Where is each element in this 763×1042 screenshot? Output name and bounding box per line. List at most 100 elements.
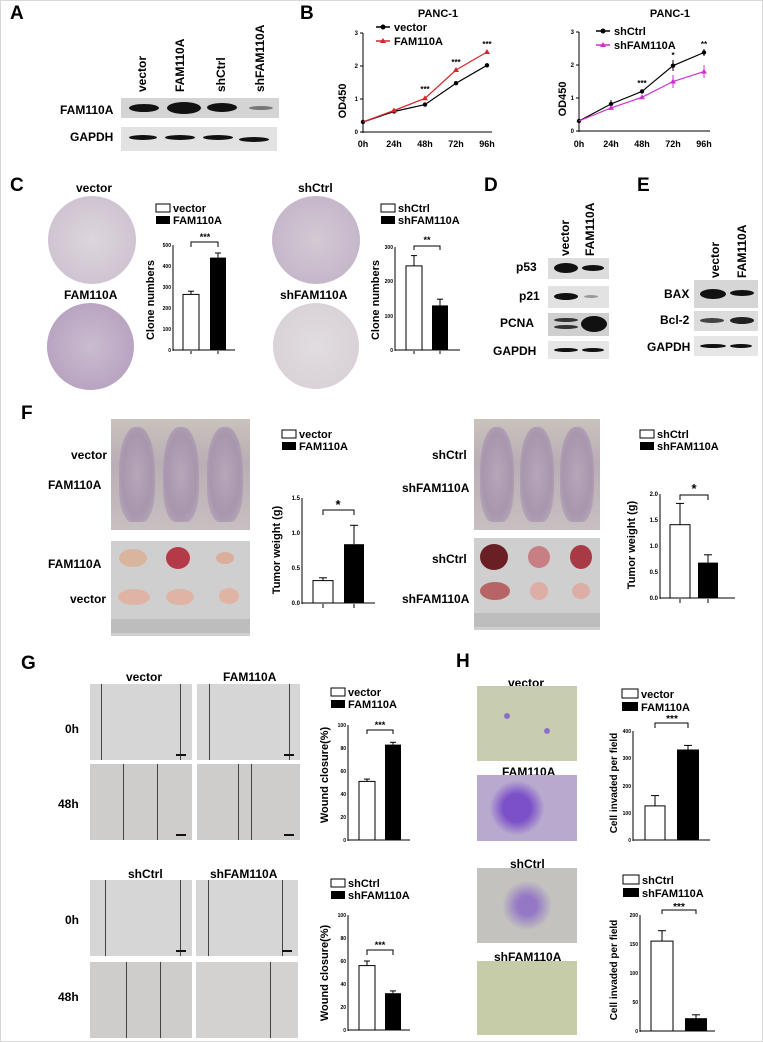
svg-text:***: *** bbox=[673, 902, 685, 913]
mice-photo-knockdown bbox=[474, 419, 600, 530]
svg-text:***: *** bbox=[200, 232, 211, 242]
dish-label: vector bbox=[76, 181, 113, 195]
growth-curve-knockdown: PANC-1 shCtrl shFAM110A OD450 0 1 2 3 0h… bbox=[557, 8, 712, 149]
svg-text:***: *** bbox=[451, 58, 461, 67]
svg-text:2: 2 bbox=[571, 63, 575, 69]
tumor-photo-knockdown bbox=[474, 538, 600, 630]
svg-text:1.5: 1.5 bbox=[650, 518, 659, 524]
svg-text:1: 1 bbox=[355, 97, 359, 103]
ruler bbox=[474, 613, 600, 627]
panel-letter-a: A bbox=[10, 3, 24, 24]
column-label: shFAM110A bbox=[210, 867, 278, 881]
mice-label: vector bbox=[71, 448, 108, 462]
svg-text:shCtrl: shCtrl bbox=[642, 875, 674, 887]
svg-text:PANC-1: PANC-1 bbox=[418, 8, 458, 20]
svg-text:24h: 24h bbox=[603, 139, 619, 149]
blot-row-label: GAPDH bbox=[647, 340, 691, 354]
column-label: vector bbox=[126, 670, 163, 684]
svg-text:400: 400 bbox=[163, 264, 172, 270]
svg-text:1.0: 1.0 bbox=[650, 544, 659, 550]
mice-photo-overexpression bbox=[111, 419, 250, 530]
column-label: shCtrl bbox=[128, 867, 163, 881]
svg-text:200: 200 bbox=[385, 279, 394, 285]
blot-row-label: PCNA bbox=[500, 316, 535, 330]
western-blot-bax bbox=[694, 280, 758, 308]
svg-text:100: 100 bbox=[338, 723, 347, 729]
lane-label: vector bbox=[135, 55, 149, 92]
invasion-image-fam110a bbox=[477, 775, 577, 841]
svg-text:PANC-1: PANC-1 bbox=[650, 8, 690, 20]
time-label: 0h bbox=[65, 722, 80, 736]
column-label: FAM110A bbox=[223, 670, 277, 684]
wound-image-vector-48h bbox=[90, 764, 192, 840]
svg-text:Tumor weight (g): Tumor weight (g) bbox=[271, 505, 283, 594]
svg-text:FAM110A: FAM110A bbox=[641, 702, 690, 714]
western-blot-p53 bbox=[548, 258, 609, 279]
image-label: shCtrl bbox=[510, 857, 545, 871]
svg-text:Tumor weight (g): Tumor weight (g) bbox=[626, 500, 638, 589]
svg-text:FAM110A: FAM110A bbox=[173, 215, 222, 227]
svg-text:shFAM110A: shFAM110A bbox=[657, 441, 719, 453]
svg-text:0.0: 0.0 bbox=[292, 601, 301, 607]
dish-label: shFAM110A bbox=[280, 288, 348, 302]
wound-image-fam110a-48h bbox=[197, 764, 300, 840]
svg-text:24h: 24h bbox=[386, 139, 402, 149]
svg-text:72h: 72h bbox=[665, 139, 681, 149]
svg-text:200: 200 bbox=[630, 913, 639, 919]
svg-text:96h: 96h bbox=[479, 139, 495, 149]
wound-closure-chart-overexpression: vector FAM110A Wound closure(%) 0 20 40 … bbox=[319, 687, 410, 844]
svg-text:Clone numbers: Clone numbers bbox=[145, 260, 157, 340]
svg-text:300: 300 bbox=[385, 245, 394, 251]
svg-text:***: *** bbox=[666, 714, 678, 725]
svg-text:200: 200 bbox=[623, 784, 632, 790]
svg-text:100: 100 bbox=[163, 327, 172, 333]
svg-text:100: 100 bbox=[630, 971, 639, 977]
panel-letter-f: F bbox=[21, 403, 33, 424]
svg-text:***: *** bbox=[420, 85, 430, 94]
svg-text:OD450: OD450 bbox=[337, 84, 349, 119]
blot-row-label: p53 bbox=[516, 260, 537, 274]
blot-row-label: BAX bbox=[664, 287, 690, 301]
svg-text:Wound closure(%): Wound closure(%) bbox=[319, 924, 331, 1021]
blot-row-label: p21 bbox=[519, 289, 540, 303]
svg-text:***: *** bbox=[375, 940, 386, 950]
dish-label: shCtrl bbox=[298, 181, 333, 195]
svg-text:400: 400 bbox=[623, 729, 632, 735]
svg-text:shCtrl: shCtrl bbox=[348, 878, 380, 890]
svg-text:3: 3 bbox=[571, 30, 575, 36]
western-blot-fam110a bbox=[121, 98, 279, 118]
blot-row-label: FAM110A bbox=[60, 103, 114, 117]
invasion-chart-knockdown: shCtrl shFAM110A Cell invaded per field … bbox=[609, 874, 715, 1035]
lane-label: FAM110A bbox=[173, 38, 187, 92]
svg-text:shCtrl: shCtrl bbox=[614, 26, 646, 38]
svg-text:FAM110A: FAM110A bbox=[348, 699, 397, 711]
dish-label: FAM110A bbox=[64, 288, 118, 302]
svg-text:0: 0 bbox=[390, 348, 393, 354]
svg-text:96h: 96h bbox=[696, 139, 712, 149]
lane-label: vector bbox=[558, 219, 572, 256]
svg-text:***: *** bbox=[482, 40, 492, 49]
panel-letter-g: G bbox=[21, 653, 36, 674]
svg-text:100: 100 bbox=[338, 913, 347, 919]
svg-text:0: 0 bbox=[343, 1028, 346, 1034]
svg-text:shCtrl: shCtrl bbox=[398, 203, 430, 215]
svg-text:300: 300 bbox=[163, 285, 172, 291]
svg-text:60: 60 bbox=[340, 769, 346, 775]
svg-text:vector: vector bbox=[394, 22, 428, 34]
western-blot-p21 bbox=[548, 286, 609, 308]
western-blot-pcna bbox=[548, 313, 609, 336]
lane-label: FAM110A bbox=[583, 202, 597, 256]
svg-text:Cell invaded per field: Cell invaded per field bbox=[609, 920, 620, 1021]
wound-closure-chart-knockdown: shCtrl shFAM110A Wound closure(%) 0 20 4… bbox=[319, 878, 410, 1034]
svg-text:Clone numbers: Clone numbers bbox=[370, 260, 382, 340]
mice-label: shFAM110A bbox=[402, 481, 470, 495]
svg-text:2.0: 2.0 bbox=[650, 492, 659, 498]
clone-chart-knockdown: shCtrl shFAM110A Clone numbers 0 100 200… bbox=[370, 203, 460, 354]
blot-row-label: GAPDH bbox=[70, 130, 114, 144]
svg-text:100: 100 bbox=[385, 314, 394, 320]
time-label: 0h bbox=[65, 913, 80, 927]
svg-text:300: 300 bbox=[623, 756, 632, 762]
tumor-photo-overexpression bbox=[111, 541, 250, 636]
invasion-image-shfam110a bbox=[477, 961, 577, 1035]
invasion-chart-overexpression: vector FAM110A Cell invaded per field 0 … bbox=[609, 688, 710, 844]
